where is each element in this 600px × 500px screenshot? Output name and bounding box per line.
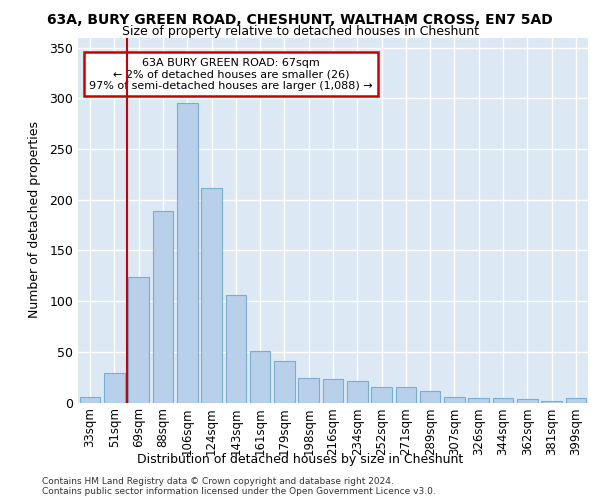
Text: Distribution of detached houses by size in Cheshunt: Distribution of detached houses by size … (137, 452, 463, 466)
Bar (128, 277, 149, 402)
Bar (323, 379, 343, 402)
Bar (274, 361, 295, 403)
Text: Contains public sector information licensed under the Open Government Licence v3: Contains public sector information licen… (42, 488, 436, 496)
Bar (347, 381, 368, 402)
Text: 63A, BURY GREEN ROAD, CHESHUNT, WALTHAM CROSS, EN7 5AD: 63A, BURY GREEN ROAD, CHESHUNT, WALTHAM … (47, 12, 553, 26)
Bar (420, 392, 440, 402)
Text: Size of property relative to detached houses in Cheshunt: Size of property relative to detached ho… (121, 25, 479, 38)
Bar (226, 295, 246, 403)
Bar (152, 211, 173, 402)
Bar (566, 398, 586, 402)
Bar (104, 373, 125, 402)
Bar (177, 104, 197, 403)
Bar (250, 351, 271, 403)
Bar (80, 398, 100, 402)
Bar (444, 398, 465, 402)
Text: Contains HM Land Registry data © Crown copyright and database right 2024.: Contains HM Land Registry data © Crown c… (42, 478, 394, 486)
Text: 63A BURY GREEN ROAD: 67sqm
← 2% of detached houses are smaller (26)
97% of semi-: 63A BURY GREEN ROAD: 67sqm ← 2% of detac… (89, 58, 373, 91)
Y-axis label: Number of detached properties: Number of detached properties (28, 122, 41, 318)
Bar (517, 400, 538, 402)
Bar (469, 398, 489, 402)
Bar (298, 378, 319, 402)
Bar (371, 388, 392, 402)
Bar (201, 188, 222, 402)
Bar (395, 388, 416, 402)
Bar (493, 398, 514, 402)
